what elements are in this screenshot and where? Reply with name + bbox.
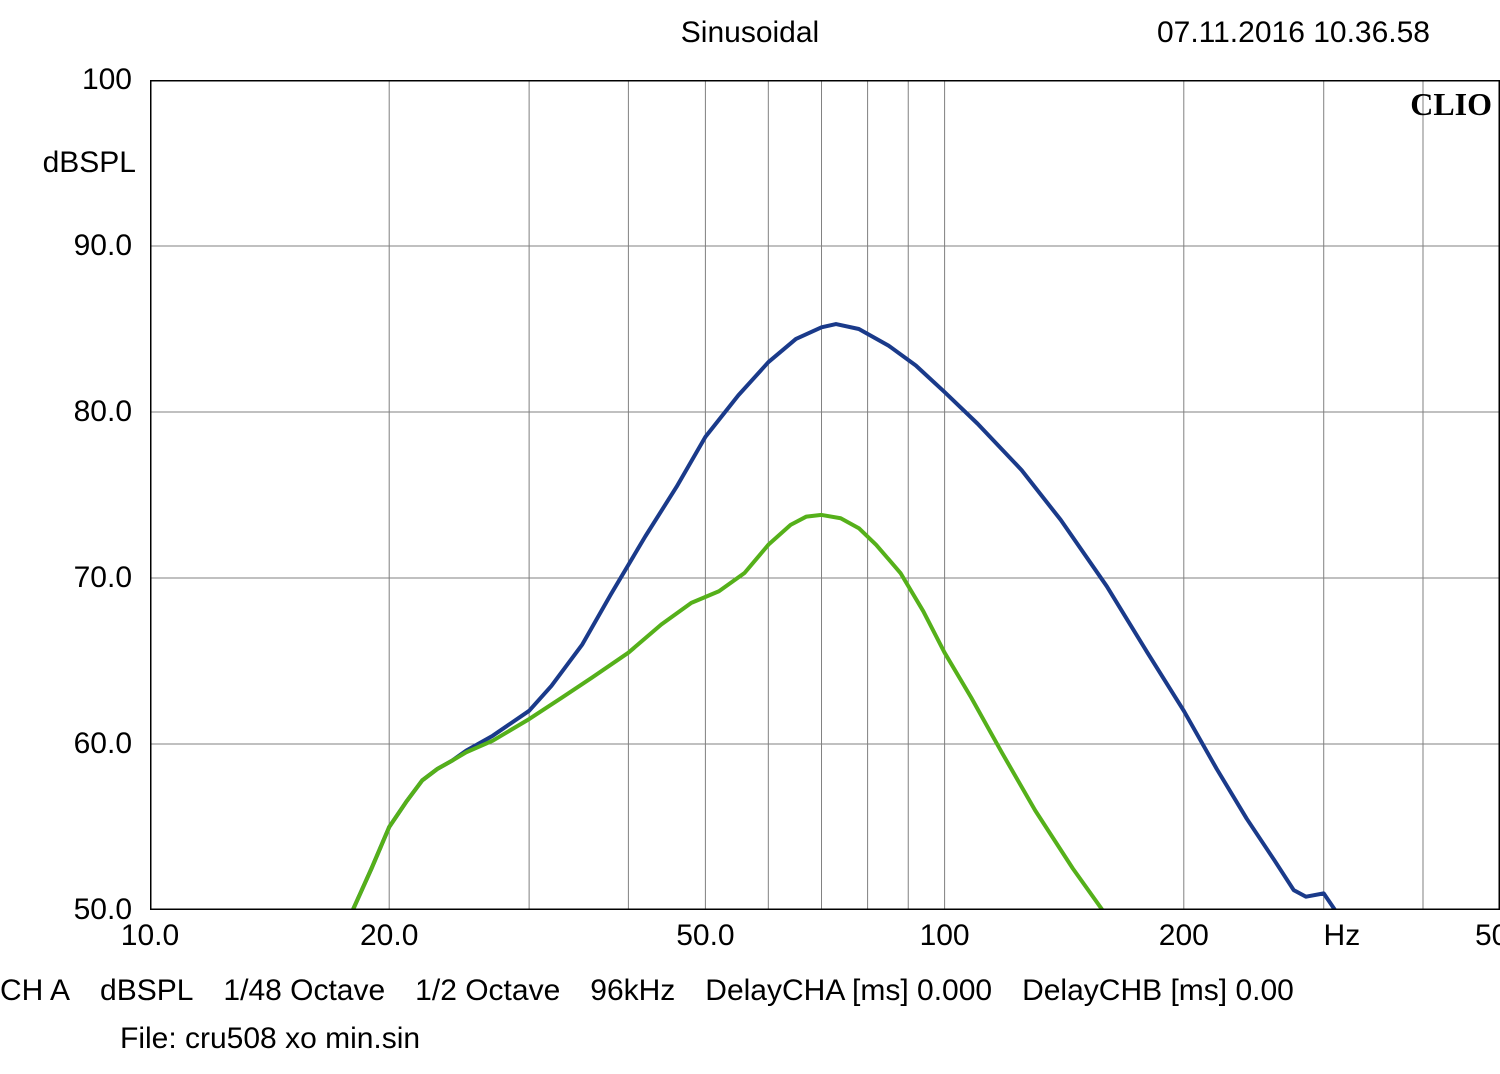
y-tick-label: 90.0 <box>74 229 132 263</box>
x-tick-label: 500 <box>1475 919 1500 953</box>
x-axis-labels: 10.020.050.0100200500Hz <box>150 915 1500 965</box>
page-root: Sinusoidal 07.11.2016 10.36.58 50.0 60.0 7… <box>0 0 1500 1074</box>
chart-title: Sinusoidal <box>681 16 819 50</box>
chart-timestamp: 07.11.2016 10.36.58 <box>1157 16 1430 50</box>
x-axis-unit: Hz <box>1324 919 1361 953</box>
branding-logo: CLIO <box>1410 86 1492 123</box>
footer-file-line: File: cru508 xo min.sin <box>120 1022 420 1056</box>
x-tick-label: 100 <box>920 919 970 953</box>
x-tick-label: 200 <box>1159 919 1209 953</box>
plot-area: CLIO <box>150 80 1500 910</box>
y-tick-label: 100 <box>82 63 132 97</box>
y-tick-label: 60.0 <box>74 727 132 761</box>
plot-svg <box>150 80 1500 910</box>
y-axis-unit: dBSPL <box>43 146 136 180</box>
y-tick-label: 80.0 <box>74 395 132 429</box>
x-tick-label: 20.0 <box>360 919 418 953</box>
y-tick-label: 70.0 <box>74 561 132 595</box>
x-tick-label: 10.0 <box>121 919 179 953</box>
x-tick-label: 50.0 <box>676 919 734 953</box>
y-axis-labels: 50.060.070.080.090.0100dBSPL <box>0 80 150 910</box>
chart-header: Sinusoidal 07.11.2016 10.36.58 <box>0 16 1500 56</box>
footer-settings-line: CH A dBSPL 1/48 Octave 1/2 Octave 96kHz … <box>0 974 1294 1008</box>
